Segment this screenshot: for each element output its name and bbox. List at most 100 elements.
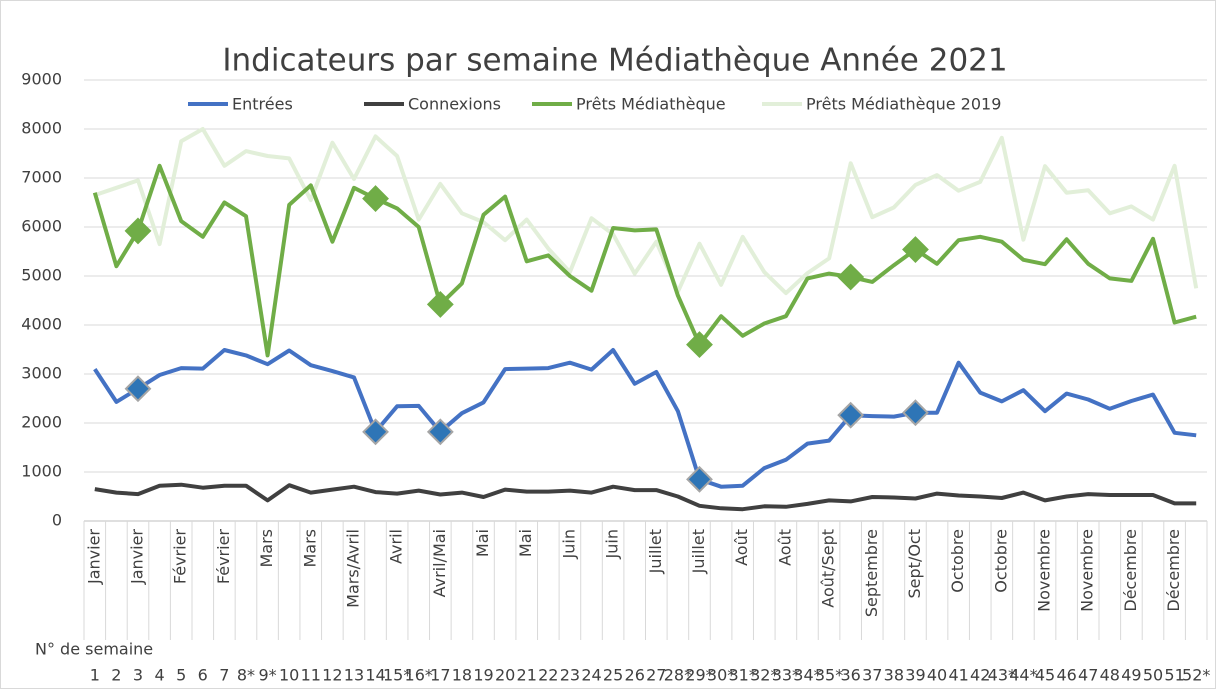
week-label: 22 bbox=[538, 666, 558, 685]
marker bbox=[686, 331, 713, 359]
y-tick-label: 8000 bbox=[21, 119, 62, 138]
week-label: 46 bbox=[1056, 666, 1076, 685]
x-tick-label: Février bbox=[214, 529, 233, 585]
week-label: 34* bbox=[793, 666, 821, 685]
week-label: 40 bbox=[927, 666, 947, 685]
week-label: 18 bbox=[452, 666, 472, 685]
x-tick-label: Août bbox=[732, 529, 751, 566]
week-label: 5 bbox=[176, 666, 186, 685]
week-label: 52* bbox=[1182, 666, 1210, 685]
x-tick-label: Mai bbox=[516, 529, 535, 557]
x-tick-label: Août/Sept bbox=[819, 529, 838, 608]
line bbox=[94, 127, 1199, 296]
line bbox=[92, 163, 1197, 358]
x-tick-label: Novembre bbox=[1078, 529, 1097, 612]
x-tick-label: Octobre bbox=[991, 529, 1010, 593]
legend-label: Prêts Médiathèque bbox=[576, 95, 726, 114]
y-tick-label: 3000 bbox=[21, 364, 62, 383]
marker bbox=[362, 185, 389, 212]
line bbox=[94, 482, 1197, 512]
week-label: 47 bbox=[1078, 666, 1098, 685]
x-tick-label: Mai bbox=[473, 529, 492, 557]
week-label: 35* bbox=[815, 666, 843, 685]
y-tick-label: 0 bbox=[52, 511, 62, 530]
week-label: 25 bbox=[603, 666, 623, 685]
week-label: 12 bbox=[322, 666, 342, 685]
x-tick-label: Juillet bbox=[689, 529, 708, 574]
week-label: 33* bbox=[772, 666, 800, 685]
y-tick-label: 2000 bbox=[21, 413, 62, 432]
legend-label: Entrées bbox=[232, 95, 293, 114]
week-label: 8* bbox=[237, 666, 255, 685]
week-label: 21 bbox=[517, 666, 537, 685]
week-label: 14 bbox=[365, 666, 385, 685]
week-label: 38 bbox=[884, 666, 904, 685]
week-label: 10 bbox=[279, 666, 299, 685]
week-label: 24 bbox=[581, 666, 601, 685]
x-tick-label: Janvier bbox=[84, 529, 103, 585]
week-label: 2 bbox=[111, 666, 121, 685]
week-label: 30* bbox=[707, 666, 735, 685]
legend-label: Connexions bbox=[408, 95, 501, 114]
week-label: 13 bbox=[344, 666, 364, 685]
x-tick-label: Octobre bbox=[948, 529, 967, 593]
marker bbox=[837, 263, 865, 291]
week-label: 20 bbox=[495, 666, 515, 685]
week-label: 48 bbox=[1100, 666, 1120, 685]
x-tick-label: Sept/Oct bbox=[905, 529, 924, 598]
x-tick-label: Septembre bbox=[862, 529, 881, 617]
marker bbox=[124, 217, 152, 245]
week-label: 37 bbox=[862, 666, 882, 685]
x-tick-label: Mars/Avril bbox=[343, 529, 362, 608]
marker bbox=[902, 399, 929, 427]
x-tick-label: Décembre bbox=[1121, 529, 1140, 612]
marker bbox=[837, 401, 865, 429]
marker bbox=[902, 236, 929, 263]
week-label: 41 bbox=[948, 666, 968, 685]
week-label: 15* bbox=[383, 666, 411, 685]
x-tick-label: Avril/Mai bbox=[430, 529, 449, 597]
week-label: 4 bbox=[154, 666, 164, 685]
marker bbox=[426, 418, 454, 446]
marker bbox=[362, 418, 389, 446]
week-label: 42 bbox=[970, 666, 990, 685]
week-label: 17 bbox=[430, 666, 450, 685]
week-label: 49 bbox=[1121, 666, 1141, 685]
week-label: 7 bbox=[219, 666, 229, 685]
week-label: 51 bbox=[1164, 666, 1184, 685]
x-tick-label: Novembre bbox=[1035, 529, 1054, 612]
x-tick-label: Juin bbox=[603, 529, 622, 559]
x-tick-label: Février bbox=[171, 529, 190, 585]
week-label: 6 bbox=[198, 666, 208, 685]
week-label: 26 bbox=[625, 666, 645, 685]
week-label: 44* bbox=[1009, 666, 1037, 685]
week-label: 43* bbox=[988, 666, 1016, 685]
x-tick-label: Mars bbox=[257, 529, 276, 568]
week-label: 23 bbox=[560, 666, 580, 685]
x-tick-label: Août bbox=[775, 529, 794, 566]
chart-title: Indicateurs par semaine Médiathèque Anné… bbox=[222, 43, 1007, 79]
week-label: 9* bbox=[258, 666, 276, 685]
x-tick-label: Mars bbox=[300, 529, 319, 568]
x-tick-label: Décembre bbox=[1164, 529, 1183, 612]
legend-label: Prêts Médiathèque 2019 bbox=[806, 95, 1001, 114]
x-tick-label: Juillet bbox=[646, 529, 665, 574]
week-label: 45 bbox=[1035, 666, 1055, 685]
week-label: 31* bbox=[729, 666, 757, 685]
week-label: 16* bbox=[405, 666, 433, 685]
marker bbox=[124, 375, 152, 403]
week-label: 36 bbox=[840, 666, 860, 685]
x-tick-label: Janvier bbox=[127, 529, 146, 585]
y-tick-label: 6000 bbox=[21, 217, 62, 236]
week-axis-label: N° de semaine bbox=[35, 640, 153, 659]
y-tick-label: 7000 bbox=[21, 168, 62, 187]
week-label: 27 bbox=[646, 666, 666, 685]
y-tick-label: 9000 bbox=[21, 70, 62, 89]
week-label: 29* bbox=[685, 666, 713, 685]
marker bbox=[426, 291, 454, 318]
week-label: 1 bbox=[90, 666, 100, 685]
y-tick-label: 1000 bbox=[21, 462, 62, 481]
week-label: 32* bbox=[750, 666, 778, 685]
marker bbox=[686, 465, 713, 493]
